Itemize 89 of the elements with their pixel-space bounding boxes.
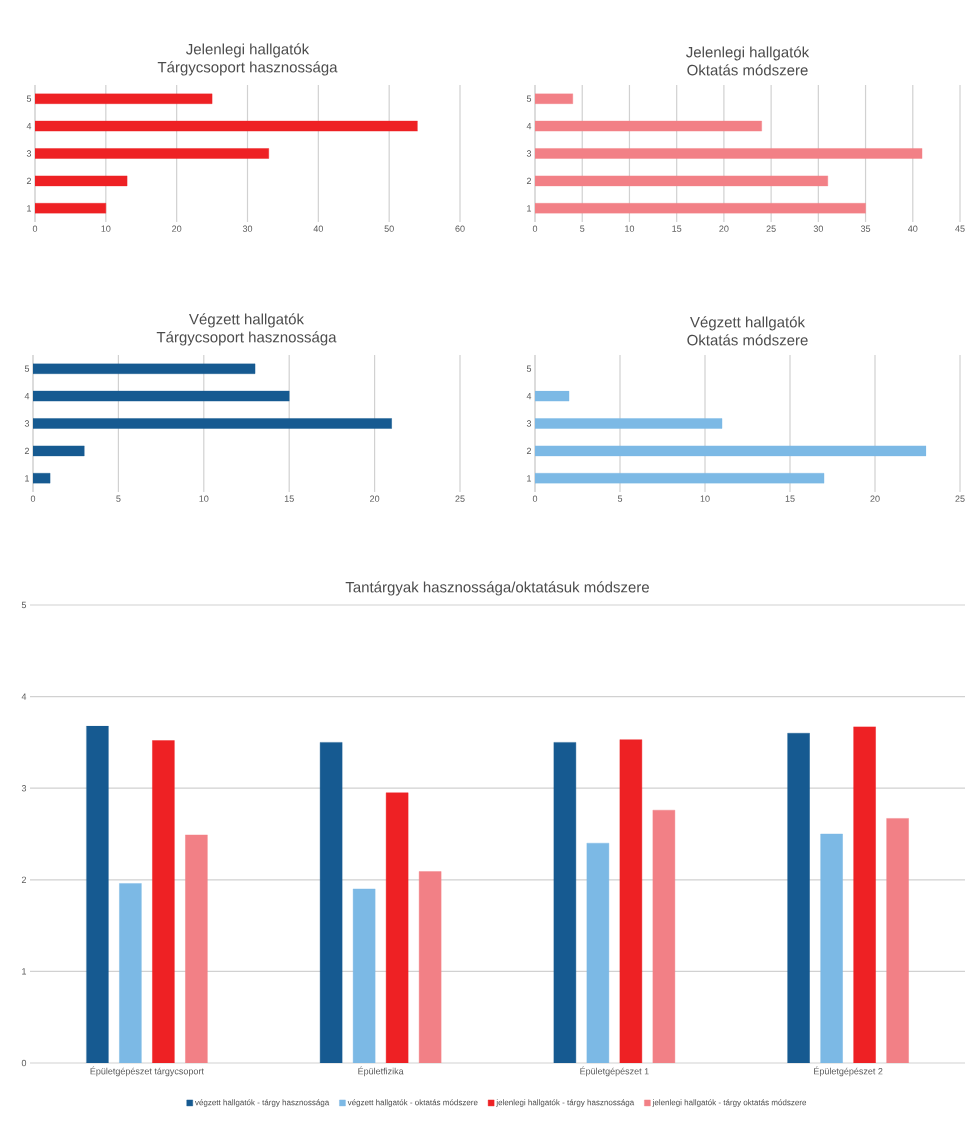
y-tick-label: 3 xyxy=(526,150,532,157)
y-tick-label: 5 xyxy=(21,601,27,609)
y-tick-label: 3 xyxy=(21,785,27,792)
x-tick-label: 15 xyxy=(284,495,294,502)
x-tick-label: 25 xyxy=(766,225,776,232)
x-tick-label: Épületgépészet 2 xyxy=(814,1066,883,1077)
x-tick-label: 0 xyxy=(32,225,38,232)
y-tick-label: 4 xyxy=(526,393,532,400)
x-tick-label: 0 xyxy=(532,225,538,232)
legend-label: jelenlegi hallgatók - tárgy oktatás módszere xyxy=(652,1099,807,1107)
y-tick-label: 1 xyxy=(527,475,532,482)
x-tick-label: Épületgépészet 1 xyxy=(580,1066,649,1077)
y-tick-label: 4 xyxy=(26,122,32,130)
x-tick-label: 5 xyxy=(617,495,623,502)
bar xyxy=(33,445,85,457)
bar xyxy=(535,473,825,484)
y-tick-label: 4 xyxy=(24,393,30,400)
y-tick-label: 2 xyxy=(24,447,30,455)
chart-subtitle: Tárgycsoport hasznossága xyxy=(157,61,338,76)
bar xyxy=(33,363,256,374)
chart-subtitle: Oktatás módszere xyxy=(687,334,808,346)
x-tick-label: Épületfizika xyxy=(358,1066,404,1077)
y-tick-label: 4 xyxy=(526,122,532,130)
y-tick-label: 2 xyxy=(526,447,532,455)
bar xyxy=(535,120,762,132)
x-tick-label: 35 xyxy=(860,225,871,232)
bar xyxy=(352,888,376,1063)
x-tick-label: 10 xyxy=(700,495,710,502)
y-tick-label: 5 xyxy=(526,365,532,372)
x-tick-label: 0 xyxy=(532,495,538,502)
bar xyxy=(535,203,866,214)
y-tick-label: 1 xyxy=(527,205,532,212)
x-tick-label: 10 xyxy=(625,225,635,232)
legend-label: jelenlegi hallgatók - tárgy hasznossága xyxy=(496,1099,635,1107)
bar xyxy=(535,175,828,187)
chart-title: Jelenlegi hallgatók xyxy=(186,43,310,58)
bar xyxy=(33,473,51,484)
x-tick-label: 10 xyxy=(101,225,111,232)
y-tick-label: 1 xyxy=(27,205,32,212)
y-tick-label: 1 xyxy=(25,475,30,482)
x-tick-label: 20 xyxy=(172,225,182,232)
chart-title: Jelenlegi hallgatók xyxy=(686,46,810,61)
x-tick-label: 25 xyxy=(955,495,965,502)
bar xyxy=(535,418,723,429)
x-tick-label: 30 xyxy=(813,225,823,232)
chart-title: Végzett hallgatók xyxy=(189,313,305,328)
x-tick-label: Épületgépészet tárgycsoport xyxy=(90,1066,204,1077)
x-tick-label: 50 xyxy=(384,225,394,232)
bar xyxy=(535,445,927,457)
y-tick-label: 5 xyxy=(24,365,30,372)
chart-subtitle: Oktatás módszere xyxy=(687,64,808,76)
x-tick-label: 15 xyxy=(785,495,795,502)
x-tick-label: 40 xyxy=(907,225,918,232)
chart-subtitle: Tárgycsoport hasznossága xyxy=(156,331,337,346)
x-tick-label: 20 xyxy=(719,225,729,232)
y-tick-label: 5 xyxy=(26,95,32,102)
bar xyxy=(535,93,573,104)
bar xyxy=(33,390,290,402)
x-tick-label: 20 xyxy=(370,495,380,502)
legend-label: végzett hallgatók - oktatás módszere xyxy=(347,1099,478,1107)
y-tick-label: 3 xyxy=(526,420,532,427)
y-tick-label: 4 xyxy=(21,693,27,700)
bar xyxy=(33,418,392,429)
x-tick-label: 25 xyxy=(455,495,465,502)
x-tick-label: 40 xyxy=(313,225,323,232)
x-tick-label: 5 xyxy=(116,495,121,502)
x-tick-label: 10 xyxy=(199,495,209,502)
chart-title: Végzett hallgatók xyxy=(690,316,806,331)
x-tick-label: 5 xyxy=(580,225,585,232)
bar xyxy=(119,883,142,1063)
y-tick-label: 1 xyxy=(22,968,27,975)
y-tick-label: 0 xyxy=(21,1059,27,1067)
y-tick-label: 2 xyxy=(526,177,532,185)
chart-title: Tantárgyak hasznossága/oktatásuk módszere xyxy=(345,581,649,596)
x-tick-label: 60 xyxy=(455,225,465,232)
bar xyxy=(820,833,843,1063)
bar xyxy=(535,390,570,402)
legend-label: végzett hallgatók - tárgy hasznossága xyxy=(194,1099,330,1107)
y-tick-label: 2 xyxy=(21,876,27,883)
x-tick-label: 45 xyxy=(955,225,965,232)
y-tick-label: 3 xyxy=(26,150,32,157)
y-tick-label: 3 xyxy=(24,420,30,427)
x-tick-label: 20 xyxy=(870,495,880,502)
x-tick-label: 30 xyxy=(242,225,253,232)
x-tick-label: 15 xyxy=(672,225,682,232)
y-tick-label: 2 xyxy=(26,177,32,185)
bar xyxy=(586,842,610,1063)
y-tick-label: 5 xyxy=(526,95,532,102)
bar xyxy=(535,148,923,159)
